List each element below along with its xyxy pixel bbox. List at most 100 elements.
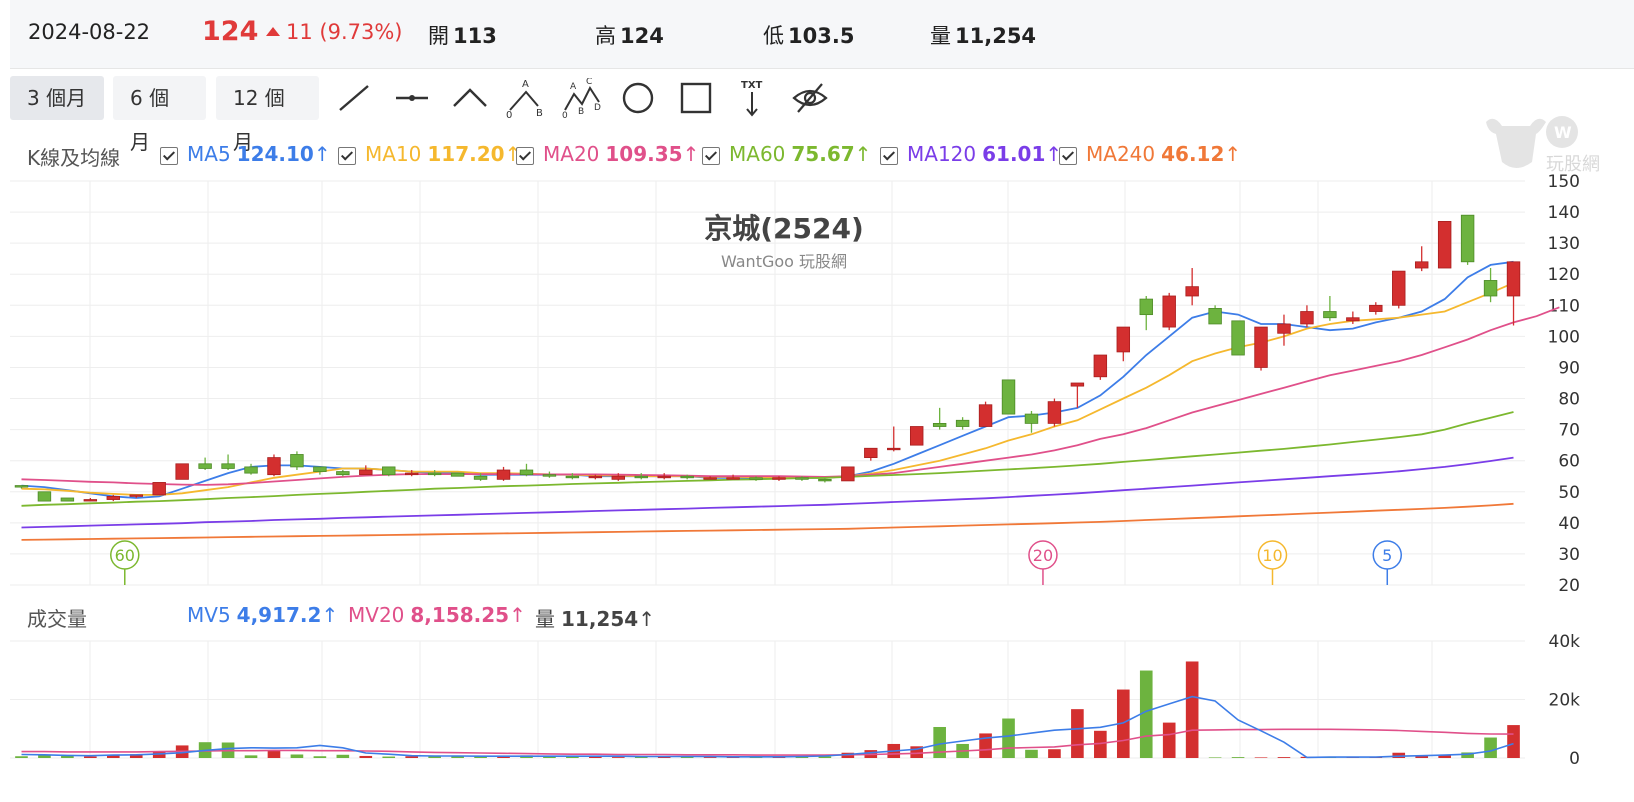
candle-body [129,494,143,497]
candle-body [106,496,121,500]
period-12-months-button[interactable]: 12 個月 [216,76,319,154]
rectangle-tool-icon[interactable] [676,78,716,118]
candle-body [1437,220,1452,269]
mv20-legend: MV20 8,158.25↑ [348,603,526,627]
volume-bar [795,756,809,758]
volume-bar [359,755,373,758]
candle-body [244,466,258,474]
candle-body [221,463,235,469]
candle-body [841,466,855,482]
ma20-label: MA20 [543,142,600,166]
mv20-line [21,728,1514,756]
tool-letter-a2: A [570,82,577,92]
mv5-line [21,695,1514,759]
volume-bar [1185,661,1199,758]
price-tick-label: 150 [1548,172,1580,192]
period-3-months-button[interactable]: 3 個月 [10,76,104,120]
price-tick-label: 30 [1558,545,1580,565]
tool-letters-txt: TXT [741,80,763,91]
candle-body [588,475,603,479]
volume-today-legend: 量 11,254↑ [535,603,655,632]
price-tick-label: 130 [1548,234,1580,254]
abcd-pattern-tool-icon[interactable]: A C B D 0 [562,78,602,118]
volume-bar [1438,754,1451,758]
circle-tool-icon[interactable] [618,78,658,118]
volume-bar [589,756,602,758]
volume-bar [1461,752,1474,758]
volume-tick-label: 20k [1549,691,1581,711]
candle-body [749,477,763,480]
volume-bar [703,757,717,758]
marker-label: 20 [1033,546,1053,565]
ma5-checkbox[interactable] [160,147,178,165]
ma10-line [21,282,1514,496]
ma240-line [21,502,1514,541]
text-tool-icon[interactable]: TXT [732,78,772,118]
candle-body [932,422,947,427]
ma20-value: 109.35 [605,142,683,166]
price-tick-label: 20 [1558,576,1580,596]
ma20-arrow-icon: ↑ [682,142,700,166]
candle-body [382,466,396,476]
ma240-arrow-icon: ↑ [1224,142,1242,166]
period-6-months-button[interactable]: 6 個月 [113,76,206,154]
ma20-checkbox[interactable] [516,147,534,165]
quote-low-label: 低 [763,24,784,48]
candle-body [152,482,166,496]
price-tick-label: 140 [1548,203,1580,223]
volume-bar [1002,718,1015,758]
candle-body [336,471,350,476]
marker-circle [1257,540,1288,570]
volume-bar [1254,757,1268,758]
angle-tool-icon[interactable] [450,78,490,118]
horizontal-line-tool-icon[interactable] [392,78,432,118]
quote-date: 2024-08-22 [28,20,151,44]
line-tool-icon[interactable] [334,78,374,118]
volume-bar [979,733,992,758]
price-tick-label: 60 [1558,452,1580,472]
chart-title: 京城(2524) [704,212,864,245]
candle-body [1208,308,1222,325]
quote-change-value: 11 (9.73%) [286,20,403,44]
candle-body [1116,326,1131,353]
kline-legend: K線及均線 MA5 124.10↑ MA10 117.20↑ MA20 109.35↑… [0,142,1520,172]
candle-body [955,419,970,427]
volume-bar [382,756,396,758]
volume-bar [106,755,120,758]
volume-bar [1392,752,1406,758]
ma60-checkbox[interactable] [702,147,720,165]
price-tick-label: 40 [1558,514,1580,534]
candle-body [657,475,671,479]
volume-bar [818,756,832,758]
candle-body [887,447,901,451]
marker-circle [1372,540,1403,570]
candle-body [198,463,212,469]
volume-today-arrow-icon: ↑ [638,607,655,631]
ma120-checkbox[interactable] [880,147,898,165]
candle-body [519,469,534,476]
ma240-checkbox[interactable] [1059,147,1077,165]
price-tick-label: 50 [1558,483,1580,503]
candle-body [1254,326,1268,368]
candle-body [1392,270,1406,306]
candle-body [359,469,373,476]
candle-body [1323,311,1337,319]
abc-pattern-tool-icon[interactable]: A 0 B [506,78,546,118]
candle-body [427,472,442,476]
quote-low: 低 103.5 [763,20,854,50]
kline-legend-title: K線及均線 [27,146,121,170]
ma5-line [21,260,1514,499]
hide-eye-icon[interactable] [790,78,830,118]
candle-body [795,477,809,480]
price-tick-label: 90 [1558,358,1580,378]
quote-high-value: 124 [620,24,664,48]
candle-body [680,475,694,479]
ma10-checkbox[interactable] [338,147,356,165]
volume-bar [1208,757,1222,758]
candle-body [772,477,786,480]
volume-bar [1094,730,1107,758]
tool-letter-a: A [522,79,529,90]
candle-body [175,463,189,480]
mv20-label: MV20 [348,603,405,627]
